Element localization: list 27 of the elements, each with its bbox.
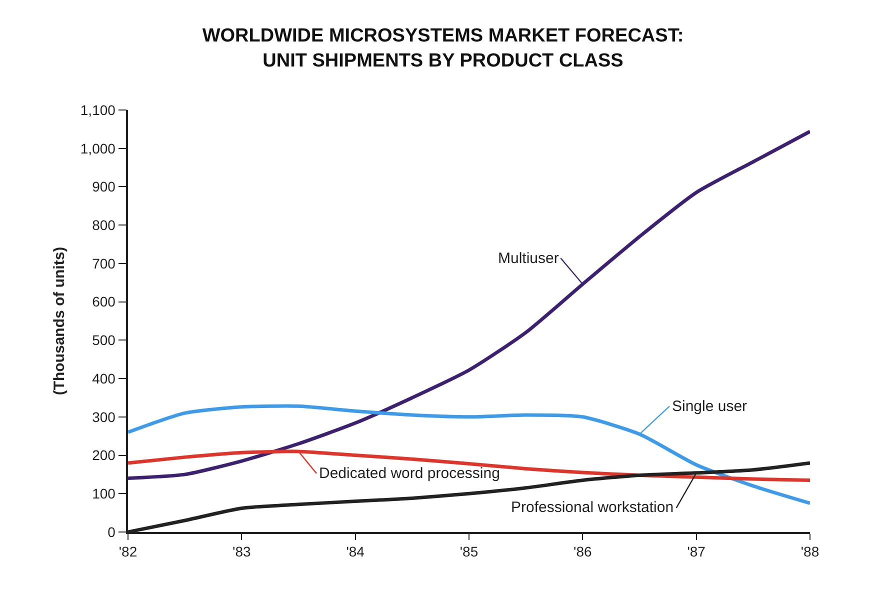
text: Single user [672,398,748,415]
x-tick-label: '85 [460,544,478,560]
y-tick-label: 100 [92,486,116,502]
y-tick-label: 500 [92,332,116,348]
chart-title: WORLDWIDE MICROSYSTEMS MARKET FORECAST: UNIT SHIPMENTS BY PRODUCT CLASS [202,26,684,72]
x-tick-label: '82 [118,544,138,560]
y-axis-title: (Thousands of units) [51,246,68,396]
y-tick-label: 0 [108,524,116,540]
y-tick-label: 600 [92,294,116,310]
y-tick-label: 400 [92,370,116,386]
y-tick-label: 800 [92,216,116,233]
series-label: Multiuser [498,250,559,267]
x-tick-label: '88 [800,544,820,560]
y-tick-label: 1,100 [80,102,116,118]
y-tick-label: 200 [92,447,116,464]
x-tick-label: '83 [232,544,252,560]
series-label: Professional workstation [511,499,674,516]
series-label: Dedicated word processing [319,465,500,482]
y-tick-label: 700 [92,255,116,272]
y-tick-label: 1,000 [80,140,116,156]
x-tick-label: '86 [574,544,592,560]
line-series [128,130,810,480]
x-tick-label: '84 [346,544,365,560]
x-tick-label: '87 [687,544,706,560]
y-tick-label: 900 [92,178,116,195]
line-series [128,450,810,482]
y-tick-label: 300 [92,408,116,425]
